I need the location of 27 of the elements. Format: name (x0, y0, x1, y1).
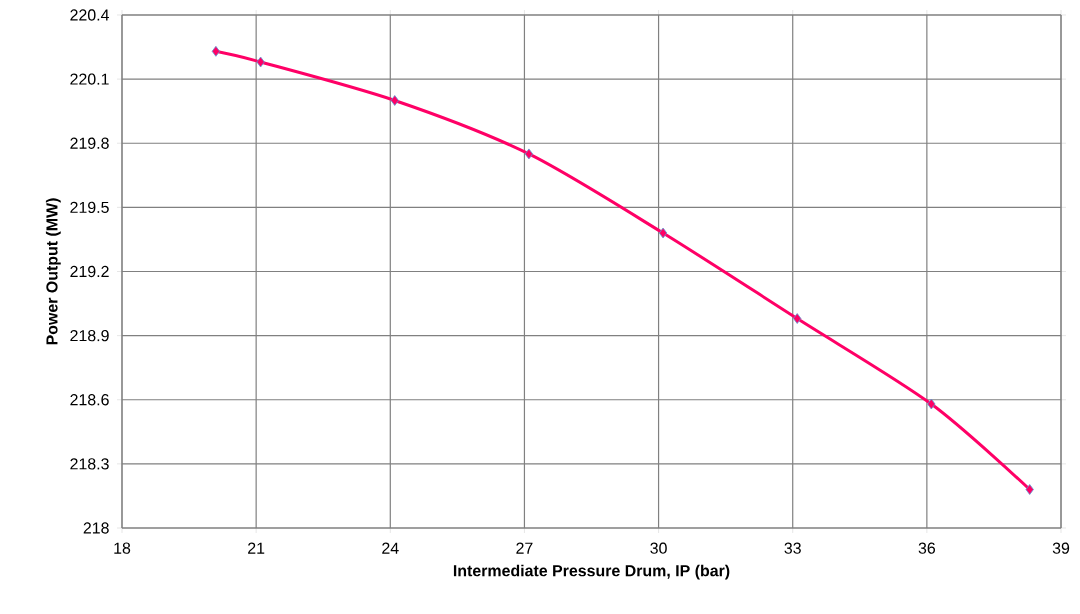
point (1025, 484, 1034, 495)
x-tick-label: 36 (918, 542, 936, 554)
x-tick-label: 39 (1052, 542, 1070, 554)
point (658, 227, 668, 239)
point (927, 398, 936, 410)
y-tick-label: 218.3 (70, 458, 109, 470)
y-tick-label: 219.8 (70, 137, 109, 149)
y-tick-label: 220.4 (70, 9, 109, 21)
y-tick-label: 219.2 (70, 265, 109, 278)
y-tick-label: 220.1 (70, 73, 109, 85)
point (793, 313, 802, 324)
x-tick-label: 24 (382, 542, 399, 554)
point (211, 45, 221, 57)
x-axis-title: Intermediate Pressure Drum, IP (bar) (453, 564, 730, 580)
x-tick-label: 30 (650, 542, 667, 554)
y-tick-label: 219.5 (70, 201, 109, 214)
y-tick-label: 218 (83, 522, 109, 534)
point (256, 56, 265, 68)
x-tick-label: 18 (114, 542, 131, 554)
x-tick-label: 27 (516, 542, 533, 554)
y-tick-label: 218.6 (70, 394, 109, 406)
y-axis-title: Power Output (MW) (45, 198, 61, 345)
point (524, 148, 534, 160)
x-tick-label: 33 (784, 542, 801, 554)
point (390, 95, 399, 106)
x-tick-label: 21 (248, 542, 265, 554)
y-tick-label: 218.9 (70, 329, 109, 342)
